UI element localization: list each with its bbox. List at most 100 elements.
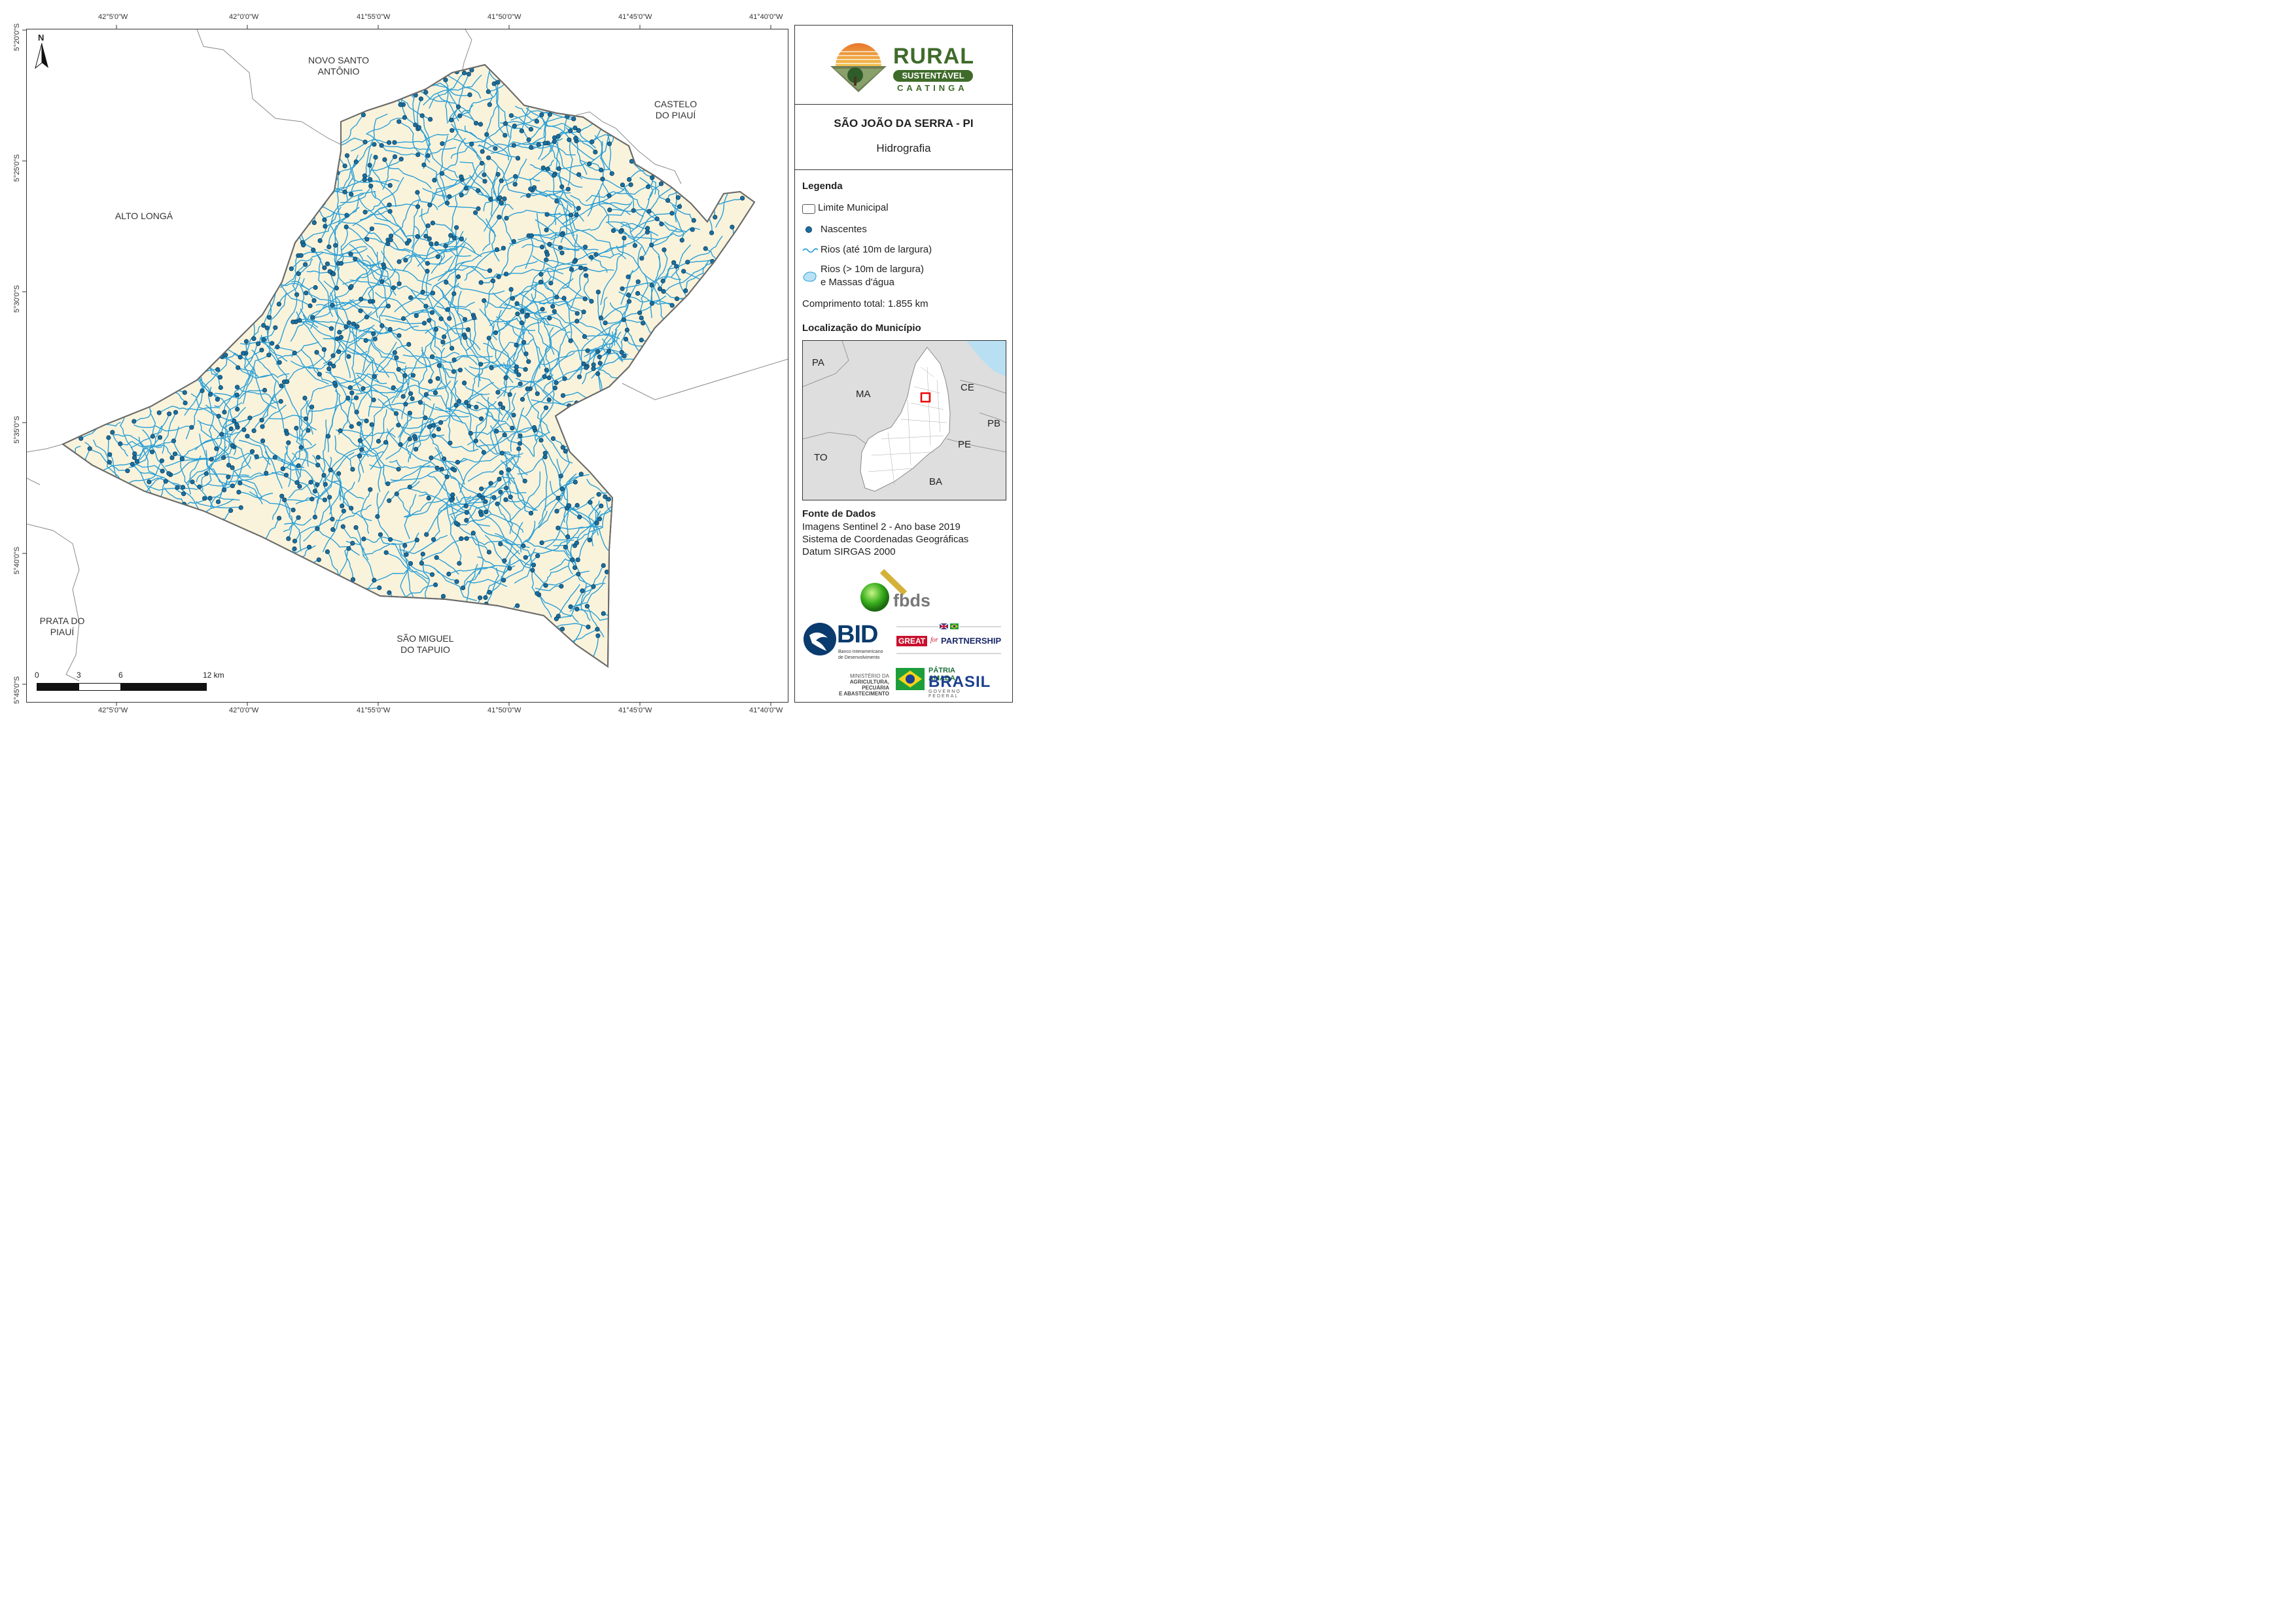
- river-segment: [299, 416, 304, 448]
- river-segment: [488, 338, 518, 375]
- river-segment: [505, 499, 538, 511]
- river-segment: [514, 555, 539, 584]
- spring-point: [296, 271, 301, 277]
- spring-point: [539, 112, 544, 117]
- spring-point: [423, 392, 429, 397]
- river-segment: [292, 452, 319, 466]
- river-segment: [588, 347, 635, 360]
- spring-point: [342, 164, 347, 169]
- spring-point: [420, 551, 425, 557]
- river-segment: [291, 252, 324, 270]
- river-segment: [349, 299, 389, 309]
- spring-point: [349, 284, 354, 289]
- coord-left-4: 5°35'0"S: [13, 415, 21, 444]
- river-segment: [272, 496, 283, 520]
- spring-point: [520, 396, 525, 402]
- map-canvas[interactable]: [27, 29, 788, 702]
- north-arrow: N: [34, 33, 51, 71]
- river-segment: [314, 419, 328, 492]
- spring-point: [440, 340, 446, 345]
- spring-point: [436, 363, 442, 368]
- fbds-text: fbds: [893, 591, 930, 610]
- spring-point: [463, 503, 468, 509]
- spring-point: [385, 304, 391, 309]
- spring-point: [368, 487, 373, 492]
- river-segment: [291, 341, 319, 357]
- river-segment: [359, 198, 391, 222]
- spring-point: [573, 135, 578, 141]
- spring-point: [494, 247, 500, 253]
- spring-point: [470, 531, 476, 536]
- spring-point: [573, 480, 578, 485]
- river-segment: [461, 536, 512, 546]
- river-segment: [450, 143, 472, 159]
- spring-point: [674, 264, 679, 269]
- river-segment: [601, 281, 639, 322]
- spring-point: [327, 269, 332, 274]
- river-segment: [214, 394, 238, 408]
- spring-point: [171, 438, 176, 444]
- spring-point: [572, 565, 578, 570]
- location-inset-map[interactable]: PA MA CE PB PE TO BA: [802, 340, 1006, 500]
- spring-point: [433, 390, 438, 396]
- spring-point: [568, 213, 574, 218]
- spring-point: [486, 550, 492, 555]
- river-segment: [490, 174, 499, 218]
- spring-point: [215, 499, 221, 504]
- spring-point: [559, 626, 565, 632]
- river-segment: [532, 281, 578, 314]
- spring-point: [338, 260, 344, 266]
- river-segment: [423, 75, 482, 106]
- spring-point: [483, 595, 488, 601]
- spring-point: [173, 410, 179, 415]
- spring-point: [507, 566, 512, 571]
- inset-label-pa: PA: [812, 357, 824, 368]
- spring-point: [497, 195, 503, 200]
- river-segment: [544, 504, 578, 549]
- river-segment: [421, 349, 434, 381]
- spring-point: [247, 415, 253, 421]
- river-segment: [419, 177, 462, 217]
- spring-point: [228, 426, 234, 432]
- spring-point: [482, 172, 487, 177]
- river-segment: [547, 168, 584, 222]
- spring-point: [582, 334, 588, 340]
- spring-point: [448, 440, 453, 445]
- map-frame[interactable]: [26, 29, 788, 703]
- spring-point: [574, 502, 580, 508]
- spring-point: [273, 325, 278, 330]
- scale-segment-3: [120, 683, 207, 691]
- spring-point: [571, 116, 576, 122]
- spring-point: [403, 402, 408, 407]
- river-segment: [631, 161, 656, 195]
- river-segment: [497, 371, 547, 393]
- river-segment: [311, 383, 334, 399]
- river-segment: [467, 578, 508, 587]
- spring-point: [524, 313, 529, 319]
- river-segment: [576, 321, 610, 336]
- spring-point: [402, 373, 408, 378]
- spring-point: [312, 489, 318, 494]
- legend-item-water-bodies: Rios (> 10m de largura) e Massas d'água: [802, 264, 1005, 290]
- river-segment: [550, 316, 571, 341]
- spring-point: [435, 375, 440, 381]
- river-segment: [525, 387, 556, 417]
- spring-point: [236, 489, 241, 495]
- spring-point: [322, 217, 327, 222]
- spring-point: [292, 350, 297, 356]
- spring-point: [394, 491, 399, 497]
- spring-point: [262, 387, 268, 393]
- spring-point: [289, 266, 294, 271]
- spring-point: [597, 516, 603, 521]
- river-segment: [399, 411, 409, 445]
- spring-point: [542, 141, 548, 146]
- river-segment: [499, 492, 514, 534]
- spring-point: [439, 171, 445, 176]
- spring-point: [306, 544, 312, 550]
- spring-point: [584, 365, 589, 370]
- spring-point: [276, 302, 281, 307]
- river-segment: [385, 422, 441, 460]
- spring-point: [368, 183, 374, 188]
- location-title: Localização do Município: [802, 323, 921, 334]
- spring-point: [261, 323, 266, 328]
